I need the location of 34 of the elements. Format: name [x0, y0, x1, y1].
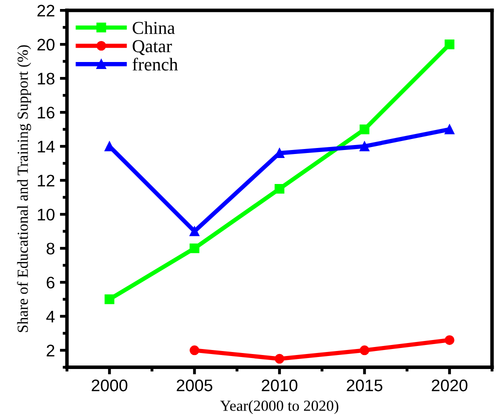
- point: [360, 345, 370, 356]
- legend-label: french: [132, 58, 178, 71]
- legend-label: China: [132, 21, 175, 34]
- x-tick-label: 2010: [262, 380, 298, 392]
- point: [444, 40, 454, 50]
- x-tick-label: 2020: [432, 380, 468, 392]
- x-tick-label: 2015: [346, 380, 382, 392]
- y-tick-label: 18: [38, 72, 54, 85]
- x-tick-label: 2000: [92, 380, 128, 392]
- legend-label: Qatar: [132, 40, 172, 56]
- point: [104, 294, 114, 304]
- point: [360, 141, 370, 152]
- point: [274, 354, 284, 364]
- point: [444, 124, 454, 134]
- point: [444, 335, 454, 345]
- y-tick-label: 14: [38, 140, 55, 152]
- x-tick-label: 2005: [176, 380, 212, 392]
- x-axis-title: Year(2000 to 2020): [220, 400, 338, 414]
- y-tick-label: 12: [38, 174, 54, 186]
- point: [190, 226, 200, 236]
- y-axis-title: Share of Educational and Training Support (%): [17, 45, 32, 332]
- y-tick-label: 4: [46, 310, 55, 322]
- point: [190, 243, 200, 254]
- y-tick-label: 20: [37, 38, 55, 51]
- y-tick-label: 8: [46, 242, 54, 255]
- y-tick-label: 16: [38, 106, 54, 119]
- point: [190, 345, 200, 356]
- y-tick-label: 6: [46, 276, 54, 288]
- point: [360, 124, 370, 134]
- y-tick-label: 2: [46, 344, 54, 356]
- y-tick-label: 22: [37, 4, 54, 16]
- y-tick-label: 10: [38, 208, 55, 221]
- point: [104, 141, 114, 152]
- point: [274, 184, 284, 194]
